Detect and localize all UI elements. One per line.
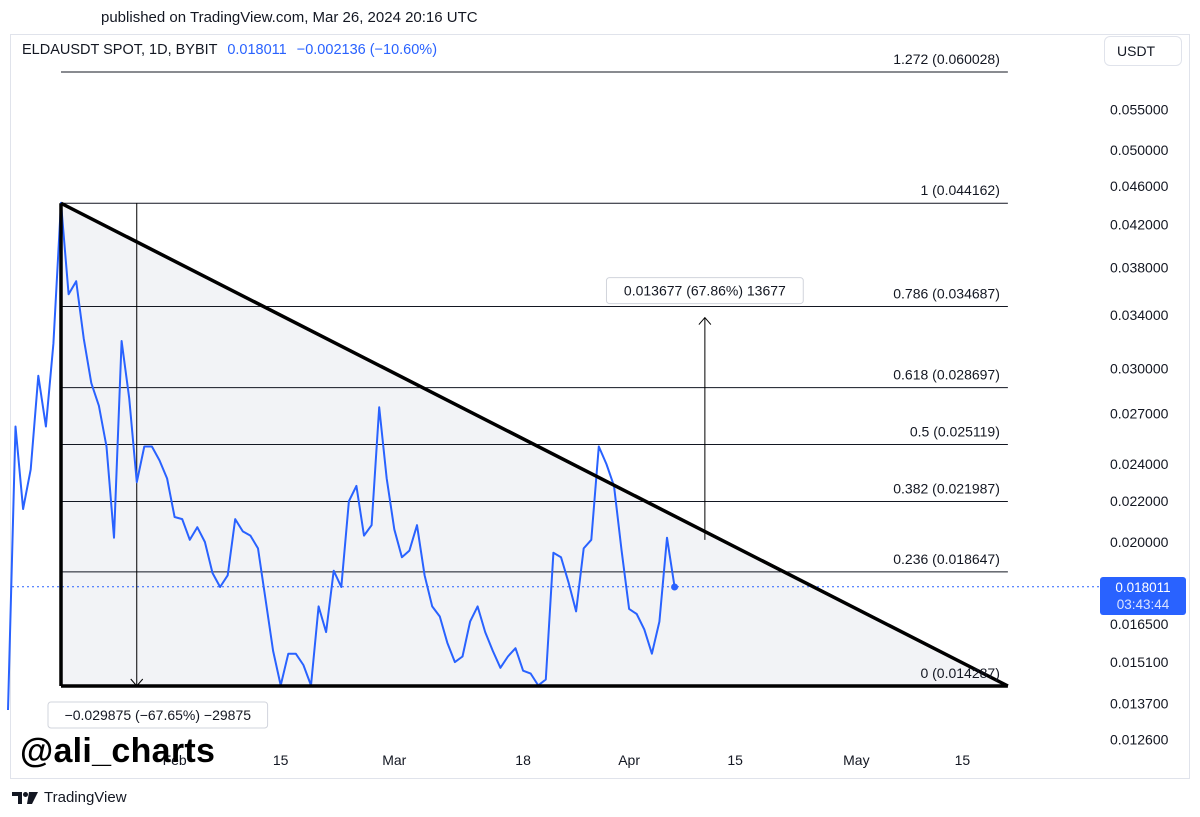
published-note: published on TradingView.com, Mar 26, 20…: [101, 9, 478, 26]
symbol-legend[interactable]: ELDAUSDT SPOT, 1D, BYBIT 0.018011 −0.002…: [22, 42, 437, 58]
x-tick-label: 15: [955, 752, 971, 768]
fib-level-label: 0.618 (0.028697): [893, 367, 1000, 383]
measure-label-box: [605, 277, 804, 305]
y-tick-label: 0.027000: [1110, 406, 1169, 422]
x-tick-label: 15: [273, 752, 289, 768]
y-tick-label: 0.016500: [1110, 616, 1169, 632]
x-tick-label: 15: [727, 752, 743, 768]
x-tick-label: May: [843, 752, 869, 768]
fib-level-label: 0.5 (0.025119): [910, 424, 1000, 440]
measure-arrowhead: [698, 316, 712, 325]
y-tick-label: 0.034000: [1110, 307, 1169, 323]
y-tick-label: 0.013700: [1110, 696, 1169, 712]
author-watermark: @ali_charts: [20, 732, 216, 770]
y-tick-label: 0.015100: [1110, 654, 1169, 670]
y-tick-label: 0.042000: [1110, 217, 1169, 233]
price-series-line: [7, 201, 676, 711]
symbol-name[interactable]: ELDAUSDT SPOT, 1D, BYBIT: [22, 42, 218, 58]
y-tick-label: 0.030000: [1110, 361, 1169, 377]
measure-label: 0.013677 (67.86%) 13677: [624, 283, 786, 299]
y-tick-label: 0.050000: [1110, 142, 1169, 158]
price-badge: 0.018011 03:43:44: [1100, 577, 1186, 615]
price-badge-value: 0.018011: [1115, 580, 1171, 595]
currency-button[interactable]: USDT: [1104, 36, 1182, 66]
fib-level-label: 1.272 (0.060028): [893, 51, 1000, 67]
tradingview-brand: TradingView: [44, 789, 127, 806]
tradingview-footer[interactable]: TradingView: [12, 789, 127, 806]
fib-level-label: 0.236 (0.018647): [893, 551, 1000, 567]
y-tick-label: 0.038000: [1110, 260, 1169, 276]
x-tick-label: 18: [515, 752, 531, 768]
fib-level-label: 0.382 (0.021987): [893, 480, 1000, 496]
x-tick-label: Mar: [382, 752, 406, 768]
y-tick-label: 0.024000: [1110, 456, 1169, 472]
x-tick-label: Apr: [618, 752, 640, 768]
y-tick-label: 0.046000: [1110, 178, 1169, 194]
last-price-point: [671, 583, 679, 591]
y-tick-label: 0.055000: [1110, 101, 1169, 117]
fib-level-label: 0.786 (0.034687): [893, 286, 1000, 302]
x-tick-label: Feb: [163, 752, 187, 768]
y-tick-label: 0.012600: [1110, 732, 1169, 748]
measure-label: −0.029875 (−67.65%) −29875: [65, 707, 252, 723]
last-price: 0.018011: [227, 42, 287, 58]
y-tick-label: 0.020000: [1110, 534, 1169, 550]
measure-label-box: [47, 701, 269, 729]
tradingview-logo-icon: [12, 791, 38, 805]
price-change: −0.002136 (−10.60%): [296, 42, 438, 58]
bar-countdown: 03:43:44: [1116, 597, 1170, 612]
y-tick-label: 0.022000: [1110, 493, 1169, 509]
fib-level-label: 0 (0.014287): [920, 665, 999, 681]
fib-level-label: 1 (0.044162): [920, 182, 999, 198]
descending-trendline: [60, 201, 1009, 688]
chart-frame: [10, 34, 1190, 779]
